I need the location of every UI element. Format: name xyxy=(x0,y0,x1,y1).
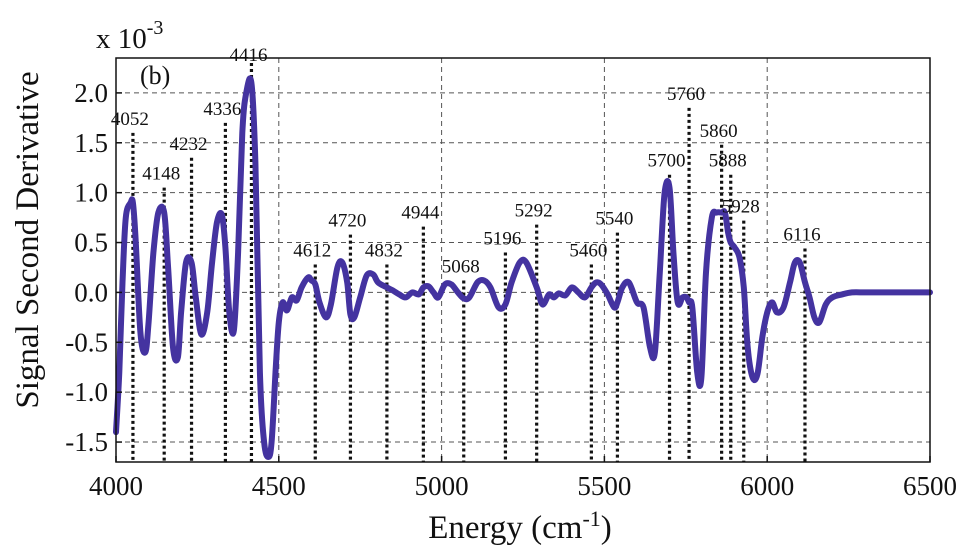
y-tick-label: -1.5 xyxy=(65,427,108,457)
peak-label: 6116 xyxy=(783,225,820,246)
peak-labels: 4052 4148 4232 4336 4416 4612 4720 4832 4944 5068… xyxy=(111,45,821,277)
y-tick-label: 0.5 xyxy=(74,228,108,258)
y-multiplier-label: x 10-3 xyxy=(96,17,163,55)
y-multiplier-exponent: -3 xyxy=(147,17,164,39)
peak-label: 5888 xyxy=(709,151,747,172)
peak-label: 4832 xyxy=(365,241,403,262)
peak-label: 5928 xyxy=(722,197,760,218)
y-tick-label: 0.0 xyxy=(74,277,108,307)
peak-label: 4416 xyxy=(229,45,267,66)
x-axis-title-close: ) xyxy=(601,510,612,546)
series-line xyxy=(113,75,933,460)
y-tick-label: -1.0 xyxy=(65,377,108,407)
x-tick-label: 5500 xyxy=(577,471,631,501)
peak-label: 5860 xyxy=(700,121,738,142)
peak-label: 5460 xyxy=(569,241,607,262)
y-axis-title: Signal Second Derivative xyxy=(10,71,46,408)
peak-label: 4232 xyxy=(170,134,208,155)
peak-label: 4720 xyxy=(328,211,366,232)
peak-label: 5196 xyxy=(483,229,521,250)
y-tick-label: -0.5 xyxy=(65,327,108,357)
peak-label: 4052 xyxy=(111,109,149,130)
peak-label: 4612 xyxy=(293,241,331,262)
x-tick-label: 5000 xyxy=(415,471,469,501)
y-tick-label: 1.5 xyxy=(74,128,108,158)
peak-label: 5540 xyxy=(595,209,633,230)
x-tick-label: 6500 xyxy=(903,471,957,501)
plot-frame xyxy=(115,57,931,463)
peak-label: 5760 xyxy=(667,84,705,105)
panel-label: (b) xyxy=(140,61,170,90)
peak-label: 5700 xyxy=(648,151,686,172)
x-tick-label: 4000 xyxy=(89,471,143,501)
y-multiplier-base: x 10 xyxy=(96,23,147,55)
y-tick-label: 2.0 xyxy=(74,78,108,108)
peak-label: 4148 xyxy=(142,164,180,185)
peak-label: 5068 xyxy=(442,256,480,277)
x-axis-title-superscript: -1 xyxy=(582,506,600,531)
peak-label: 4336 xyxy=(203,99,241,120)
x-tick-label: 4500 xyxy=(252,471,306,501)
peak-label: 4944 xyxy=(401,203,440,224)
x-axis-title: Energy (cm-1) xyxy=(428,506,612,546)
x-axis-ticks: 4000 4500 5000 5500 6000 6500 xyxy=(89,456,957,501)
y-tick-label: 1.0 xyxy=(74,178,108,208)
y-axis-ticks: 2.0 1.5 1.0 0.5 0.0 -0.5 -1.0 -1.5 xyxy=(65,78,122,457)
x-tick-label: 6000 xyxy=(740,471,794,501)
x-axis-title-text: Energy (cm xyxy=(428,510,583,546)
peak-label: 5292 xyxy=(515,201,553,222)
